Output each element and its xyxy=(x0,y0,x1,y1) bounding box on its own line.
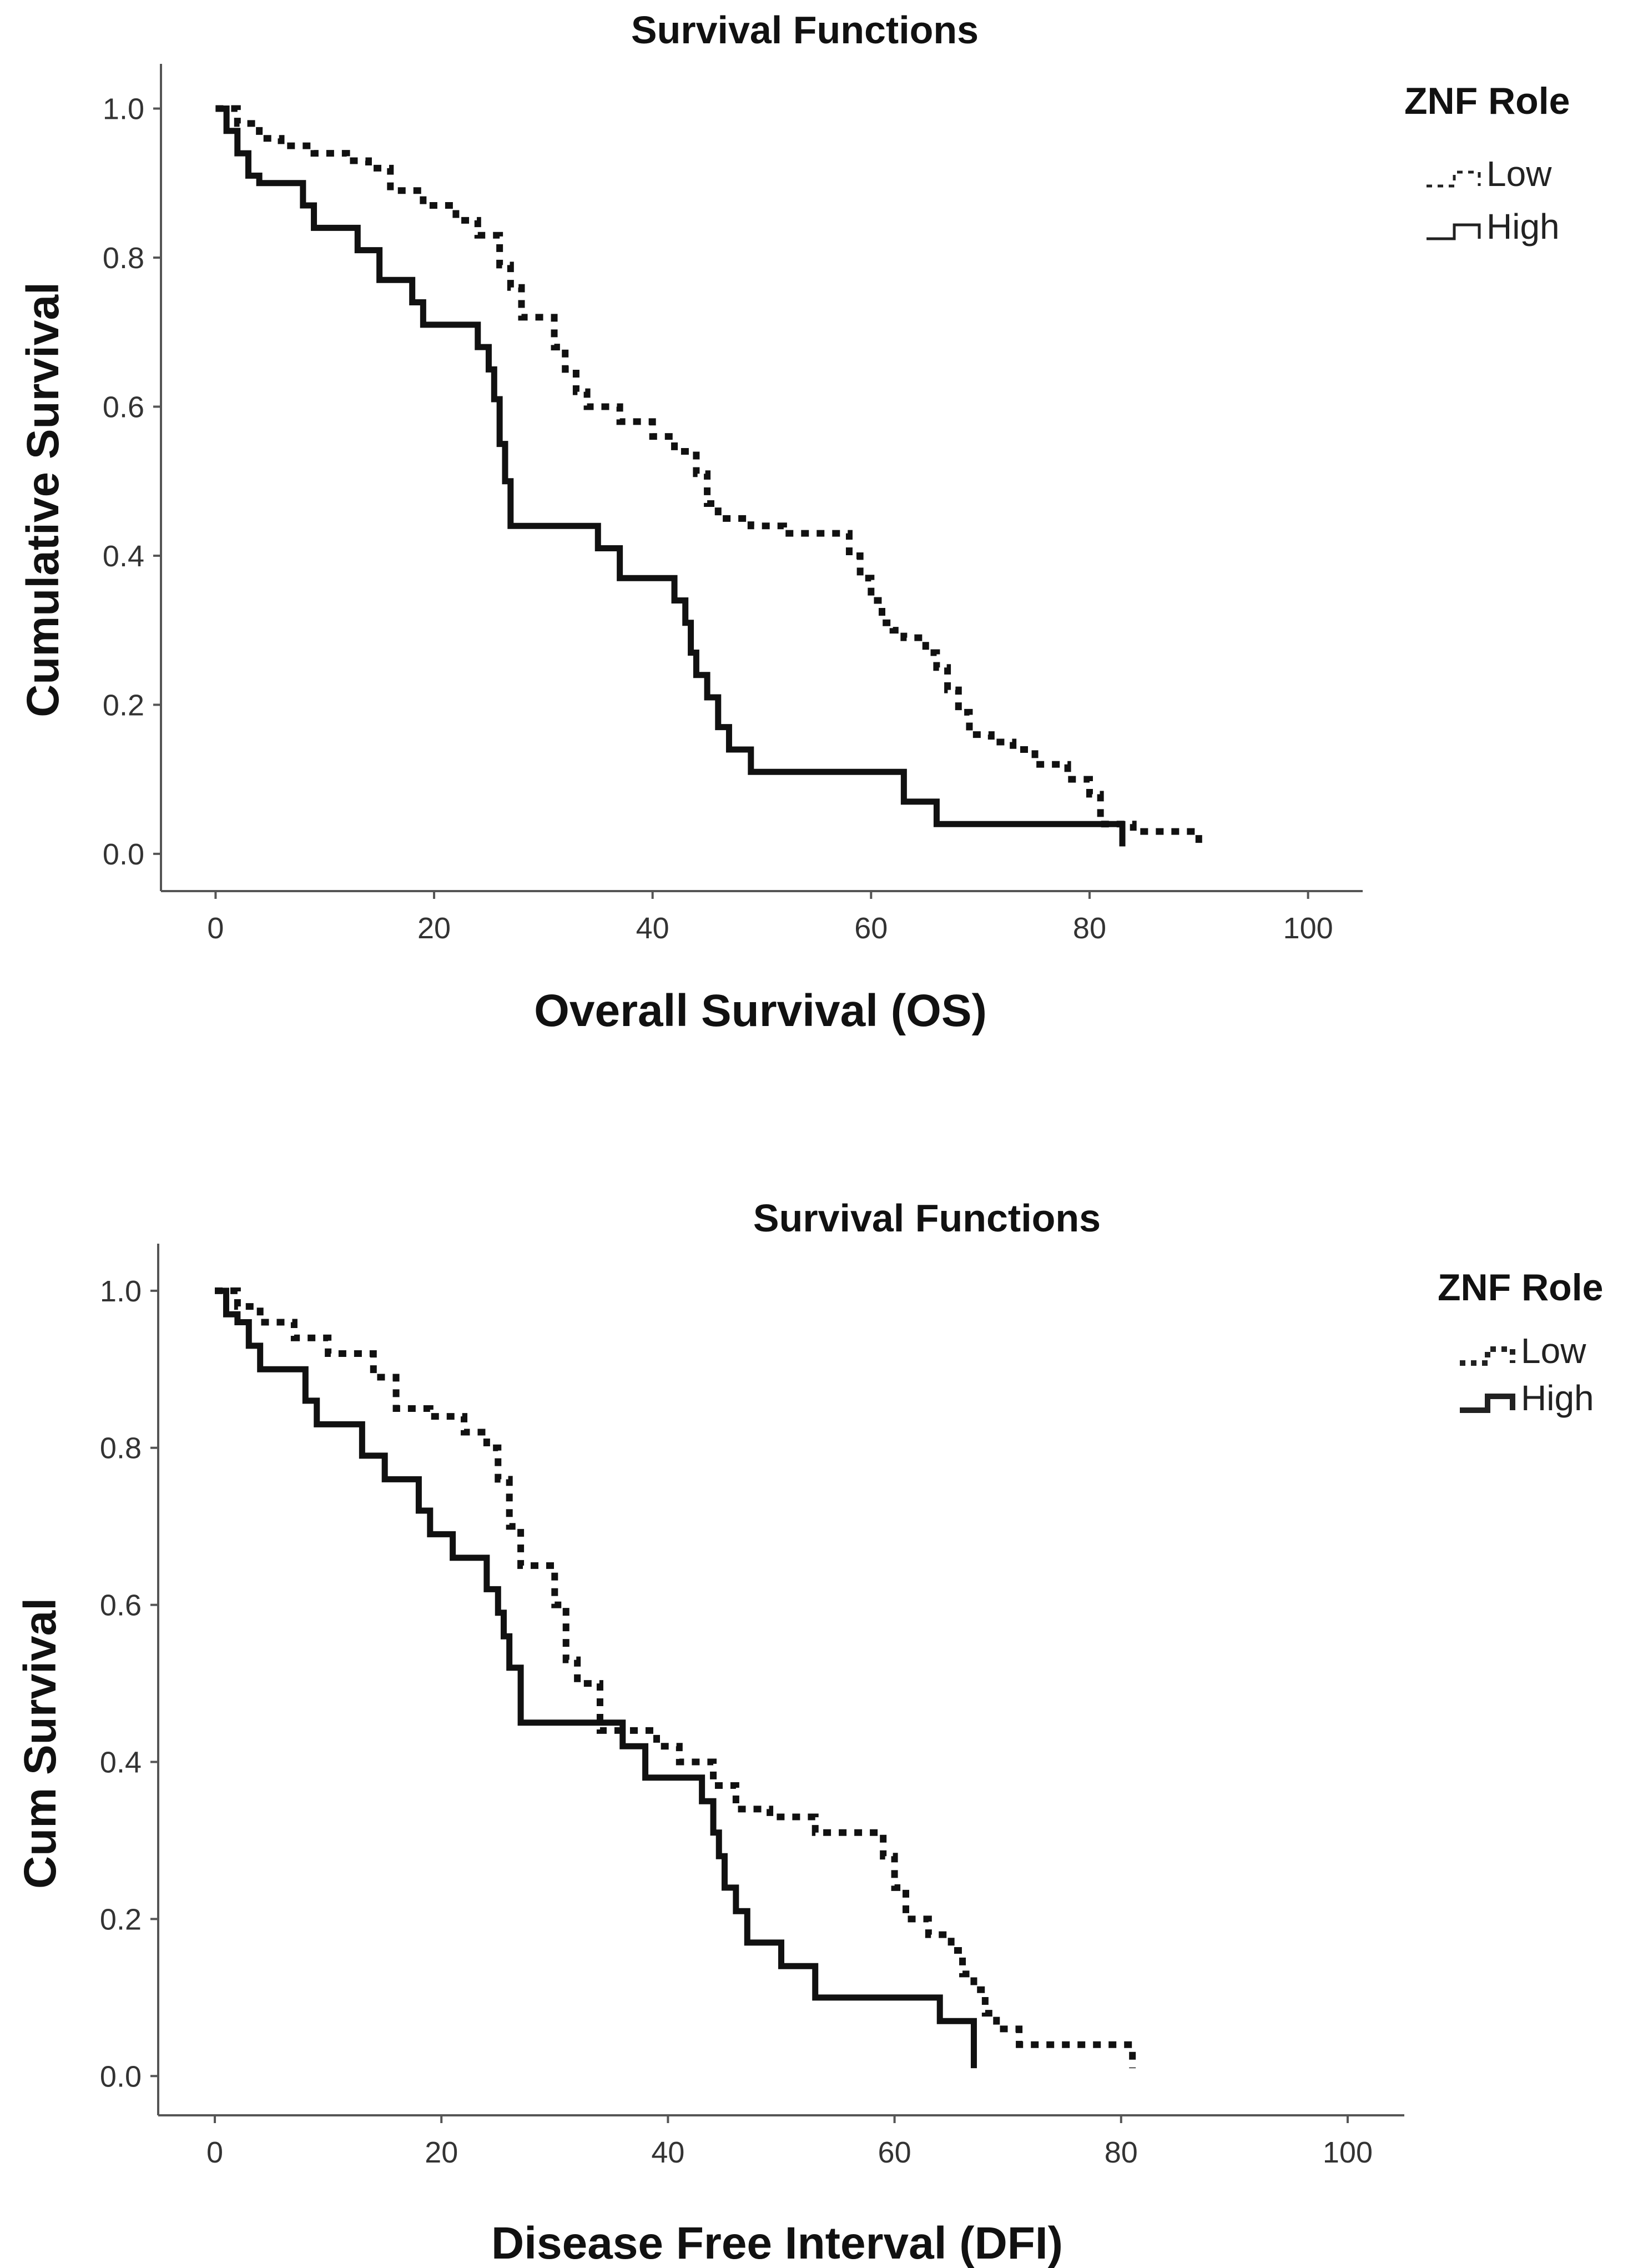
x-tick-label: 100 xyxy=(1283,912,1333,945)
chart-title: Survival Functions xyxy=(753,1196,1101,1240)
series-lines xyxy=(215,1287,1136,2069)
x-tick-label: 0 xyxy=(207,912,224,945)
y-tick-label: 0.0 xyxy=(103,838,144,871)
legend-label-low: Low xyxy=(1486,154,1552,194)
legend-item-high[interactable]: High xyxy=(1460,1378,1594,1418)
legend-title: ZNF Role xyxy=(1438,1266,1603,1309)
x-tick-label: 40 xyxy=(651,2136,684,2169)
y-tick-label: 0.8 xyxy=(100,1432,142,1465)
x-tick-label: 20 xyxy=(425,2136,458,2169)
axes: 0.0 0.2 0.4 0.6 0.8 1.0 0 20 40 60 80 100 xyxy=(103,64,1363,945)
y-tick-label: 0.6 xyxy=(100,1589,142,1622)
dfi-chart-panel: Survival Functions Cum Survival Disease … xyxy=(15,1196,1603,2268)
y-tick-label: 0.2 xyxy=(103,688,144,722)
legend: Low High xyxy=(1427,154,1560,247)
legend-title: ZNF Role xyxy=(1404,80,1570,122)
series-line-high xyxy=(215,105,1126,847)
x-tick-label: 40 xyxy=(636,912,669,945)
legend-item-low[interactable]: Low xyxy=(1427,154,1552,194)
y-tick-label: 1.0 xyxy=(103,93,144,126)
axes: 0.0 0.2 0.4 0.6 0.8 1.0 0 20 40 60 80 100 xyxy=(100,1244,1404,2169)
legend: Low High xyxy=(1460,1331,1594,1418)
series-line-high xyxy=(215,1288,977,2069)
y-axis-label: Cum Survival xyxy=(15,1598,65,1889)
x-tick-label: 60 xyxy=(854,912,888,945)
y-tick-label: 0.0 xyxy=(100,2060,142,2093)
x-tick-label: 80 xyxy=(1105,2136,1138,2169)
legend-swatch-low xyxy=(1460,1346,1515,1366)
legend-item-low[interactable]: Low xyxy=(1460,1331,1586,1371)
y-tick-label: 0.2 xyxy=(100,1903,142,1936)
y-tick-label: 0.4 xyxy=(103,540,144,573)
series-lines xyxy=(215,105,1202,847)
x-axis-label: Disease Free Interval (DFI) xyxy=(491,2218,1063,2268)
x-axis-label: Overall Survival (OS) xyxy=(534,985,987,1036)
x-tick-label: 20 xyxy=(417,912,451,945)
legend-label-high: High xyxy=(1486,207,1560,247)
y-tick-label: 0.4 xyxy=(100,1746,142,1779)
x-tick-label: 80 xyxy=(1073,912,1106,945)
y-tick-label: 0.8 xyxy=(103,242,144,275)
series-line-low xyxy=(215,1287,1136,2069)
os-chart-panel: Survival Functions Cumulative Survival O… xyxy=(18,8,1570,1036)
legend-swatch-high xyxy=(1427,223,1481,240)
legend-label-low: Low xyxy=(1521,1331,1586,1371)
legend-label-high: High xyxy=(1521,1378,1594,1418)
x-tick-label: 100 xyxy=(1323,2136,1373,2169)
y-tick-label: 1.0 xyxy=(100,1275,142,1308)
chart-title: Survival Functions xyxy=(631,8,979,52)
legend-swatch-high xyxy=(1460,1394,1515,1413)
y-axis-label: Cumulative Survival xyxy=(18,282,68,717)
x-tick-label: 0 xyxy=(206,2136,223,2169)
legend-swatch-low xyxy=(1427,170,1481,188)
legend-item-high[interactable]: High xyxy=(1427,207,1560,247)
x-tick-label: 60 xyxy=(878,2136,911,2169)
y-tick-label: 0.6 xyxy=(103,390,144,424)
series-line-low xyxy=(215,105,1202,847)
